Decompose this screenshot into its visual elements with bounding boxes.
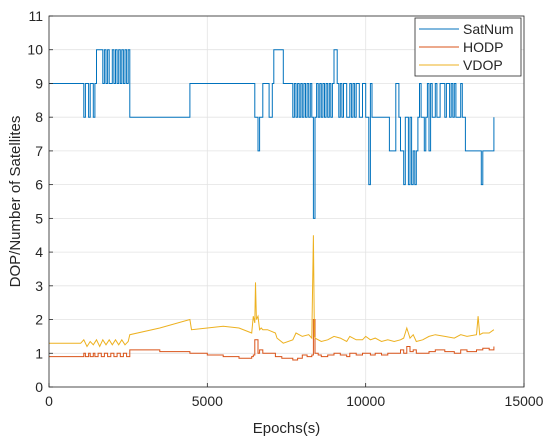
y-tick-label: 3 xyxy=(35,278,43,294)
y-tick-label: 10 xyxy=(27,42,43,58)
series-lines xyxy=(49,49,495,361)
x-tick-label: 10000 xyxy=(346,393,385,409)
y-tick-label: 2 xyxy=(35,312,43,328)
y-tick-label: 4 xyxy=(35,244,43,260)
series-line-satnum xyxy=(49,49,495,219)
x-axis-label: Epochs(s) xyxy=(253,420,321,437)
y-axis-label: DOP/Number of Satellites xyxy=(7,116,24,288)
y-tick-label: 9 xyxy=(35,75,43,91)
legend: SatNum HODP VDOP xyxy=(414,17,522,77)
x-tick-label: 15000 xyxy=(505,393,544,409)
series-line-vdop xyxy=(49,235,495,348)
legend-label-hodp: HODP xyxy=(463,39,503,55)
y-tick-label: 7 xyxy=(35,143,43,159)
x-tick-label: 0 xyxy=(45,393,53,409)
legend-label-satnum: SatNum xyxy=(463,21,514,37)
y-tick-label: 8 xyxy=(35,109,43,125)
series-line-hodp xyxy=(49,319,495,361)
y-tick-label: 5 xyxy=(35,210,43,226)
axis-ticks: 0 5000 10000 15000 0 1 2 3 4 5 6 7 8 9 10 11 xyxy=(27,8,543,409)
y-tick-label: 0 xyxy=(35,379,43,395)
legend-label-vdop: VDOP xyxy=(463,57,503,73)
plot-area-frame xyxy=(48,15,525,388)
y-tick-label: 11 xyxy=(28,8,43,24)
x-tick-label: 5000 xyxy=(192,393,223,409)
y-tick-label: 6 xyxy=(35,177,43,193)
y-tick-label: 1 xyxy=(35,345,43,361)
